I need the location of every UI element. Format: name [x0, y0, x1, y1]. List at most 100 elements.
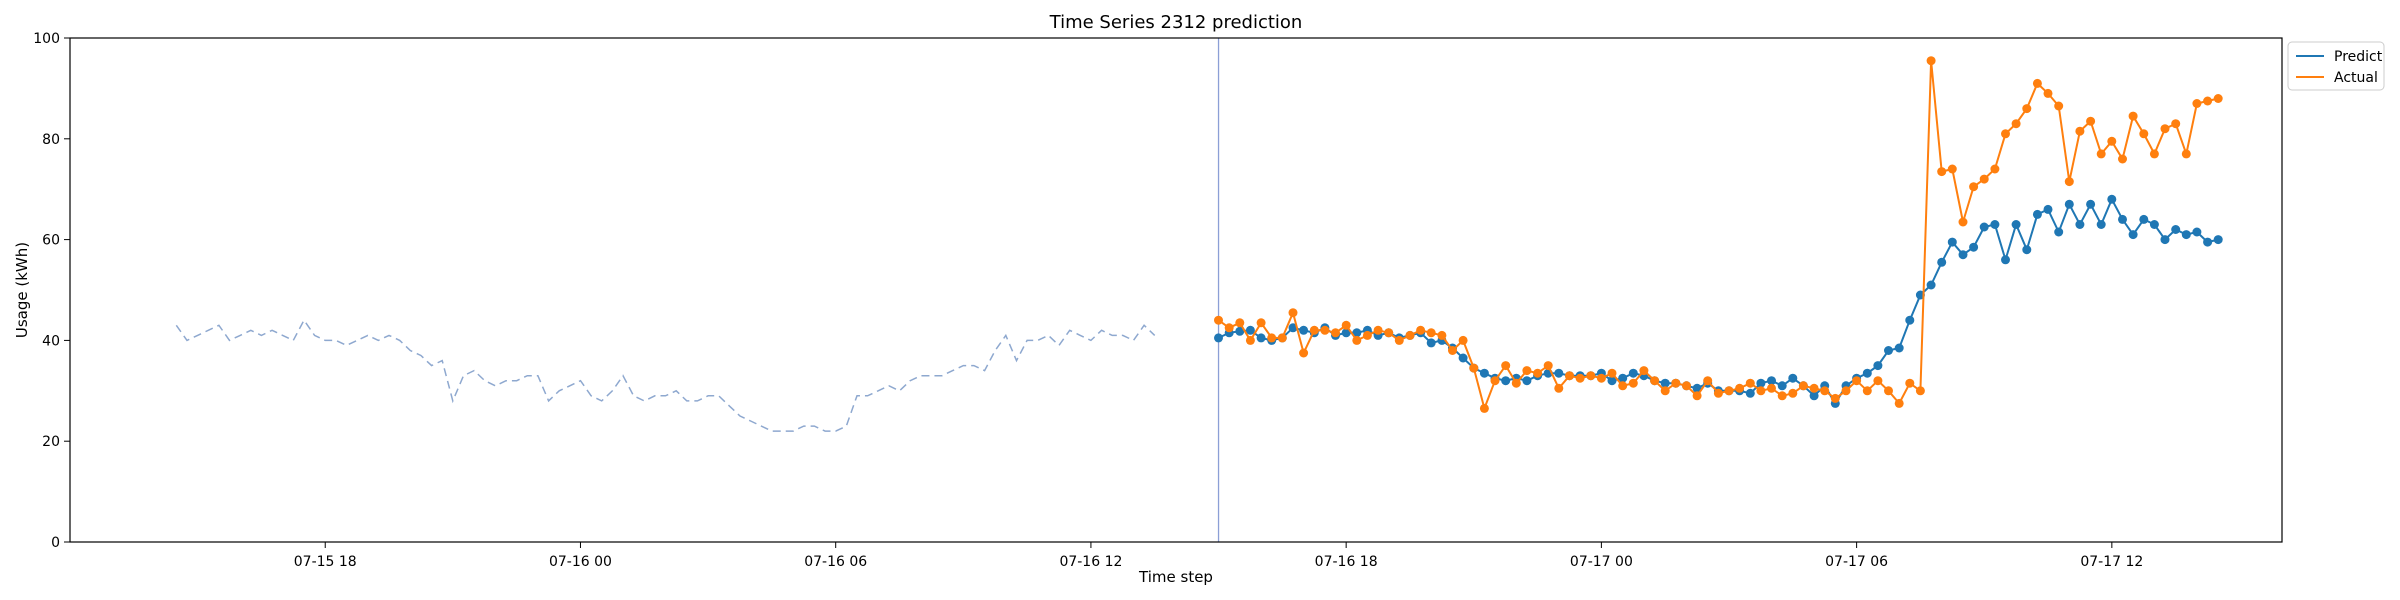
actual-point	[1671, 378, 1681, 388]
actual-point	[2128, 111, 2138, 121]
predict-point	[2139, 214, 2149, 224]
predict-point	[1554, 368, 1564, 378]
actual-point	[1267, 333, 1277, 343]
actual-point	[1586, 371, 1596, 381]
legend-actual-label: Actual	[2334, 70, 2378, 86]
actual-point	[1756, 386, 1766, 396]
actual-point	[2181, 149, 2191, 159]
x-tick-label: 07-16 06	[804, 554, 867, 570]
actual-point	[1947, 164, 1957, 174]
actual-point	[1522, 366, 1532, 376]
actual-point	[1607, 368, 1617, 378]
actual-point	[1852, 376, 1862, 386]
actual-point	[1905, 378, 1915, 388]
predict-point	[2192, 227, 2202, 237]
actual-point	[1501, 361, 1511, 371]
predict-point	[1426, 338, 1436, 348]
predict-point	[2203, 237, 2213, 247]
actual-point	[2043, 88, 2053, 98]
x-tick-label: 07-16 00	[549, 554, 612, 570]
predict-point	[1235, 326, 1245, 336]
predict-point	[1214, 333, 1223, 343]
predict-point	[2043, 204, 2053, 214]
actual-point	[1777, 391, 1787, 401]
actual-point	[1320, 325, 1330, 335]
actual-point	[2064, 177, 2074, 187]
plot-area	[175, 38, 2223, 542]
y-axis: 0 20 40 60 80 100	[33, 31, 70, 551]
predict-point	[2213, 235, 2223, 245]
predict-point	[1809, 391, 1819, 401]
actual-point	[1490, 376, 1500, 386]
predict-point	[1458, 353, 1468, 363]
actual-point	[1926, 56, 1936, 66]
actual-point	[2149, 149, 2159, 159]
x-tick-label: 07-17 00	[1570, 554, 1633, 570]
actual-point	[1299, 348, 1309, 358]
actual-point	[1660, 386, 1670, 396]
predict-point	[2001, 255, 2010, 265]
actual-point	[1511, 378, 1521, 388]
actual-point	[1788, 388, 1798, 398]
actual-point	[2032, 78, 2042, 88]
actual-point	[1841, 386, 1851, 396]
actual-point	[1937, 167, 1947, 177]
actual-point	[1309, 325, 1319, 335]
actual-point	[1554, 383, 1564, 393]
actual-point	[1798, 381, 1808, 391]
predict-point	[2181, 230, 2191, 240]
actual-point	[1416, 325, 1426, 335]
predict-point	[2171, 225, 2181, 234]
predict-point	[1756, 378, 1766, 388]
predict-point	[1905, 315, 1915, 325]
actual-point	[1458, 335, 1468, 345]
actual-point	[2160, 124, 2170, 134]
actual-point	[1745, 378, 1755, 388]
actual-point	[1533, 368, 1543, 378]
actual-point	[1373, 325, 1383, 335]
x-axis: 07-15 18 07-16 00 07-16 06 07-16 12 07-16 18…	[294, 542, 2143, 570]
predict-point	[2118, 214, 2127, 224]
predict-point	[1352, 328, 1362, 338]
actual-point	[1437, 330, 1447, 340]
actual-point	[2203, 96, 2213, 106]
actual-point	[1873, 376, 1883, 386]
x-tick-label: 07-17 12	[2080, 554, 2143, 570]
x-tick-label: 07-17 06	[1825, 554, 1888, 570]
predict-point	[1288, 323, 1298, 333]
actual-point	[1362, 330, 1372, 340]
actual-point	[1990, 164, 2000, 174]
actual-point	[1426, 328, 1436, 338]
predict-point	[1767, 376, 1776, 386]
actual-point	[1288, 308, 1298, 318]
actual-point	[1245, 335, 1255, 345]
actual-point	[2001, 129, 2010, 139]
actual-point	[1915, 386, 1925, 396]
actual-point	[1405, 330, 1415, 340]
predict-point	[1947, 237, 1957, 247]
y-tick-label: 80	[42, 132, 60, 148]
predict-point	[1990, 220, 2000, 229]
actual-point	[1692, 391, 1702, 401]
predict-point	[2032, 209, 2042, 219]
predict-point	[2022, 245, 2032, 255]
predict-point	[2054, 227, 2064, 237]
actual-point	[1277, 333, 1287, 343]
x-tick-label: 07-15 18	[294, 554, 357, 570]
predict-point	[1479, 368, 1489, 378]
predict-point	[1245, 325, 1255, 335]
predict-point	[1926, 280, 1936, 290]
actual-point	[2086, 116, 2096, 126]
actual-point	[1884, 386, 1893, 396]
predict-point	[1937, 257, 1947, 267]
actual-point	[2011, 119, 2021, 129]
actual-point	[1703, 376, 1713, 386]
actual-point	[2096, 149, 2106, 159]
actual-point	[1979, 174, 1989, 184]
actual-point	[1894, 398, 1904, 408]
history-line	[175, 318, 1156, 432]
actual-point	[2171, 119, 2181, 129]
actual-point	[1830, 393, 1840, 403]
actual-point	[1448, 346, 1457, 355]
